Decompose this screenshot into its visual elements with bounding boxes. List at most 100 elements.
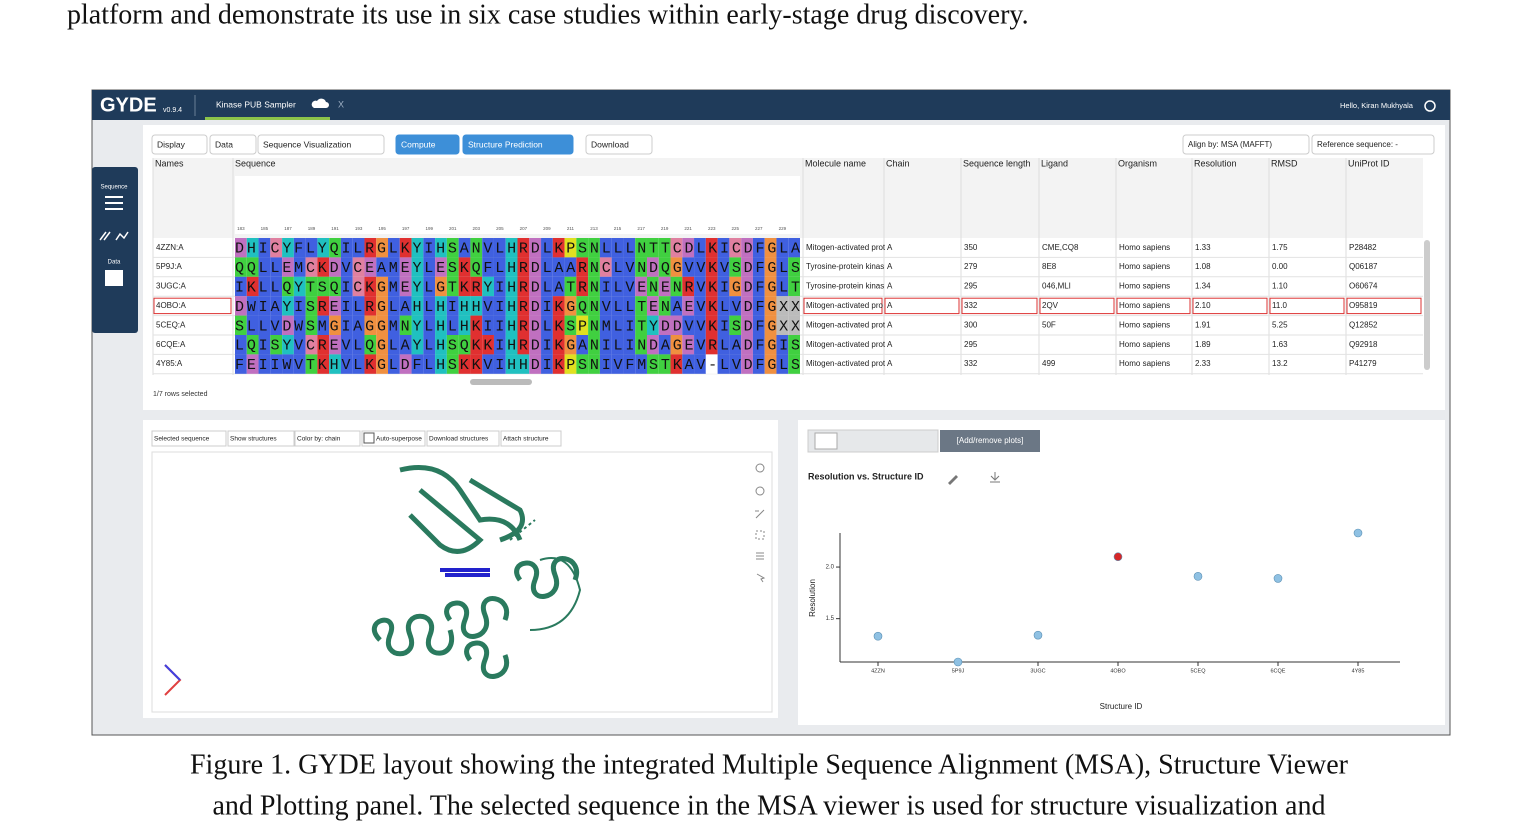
- add-plots-button[interactable]: [940, 430, 1040, 452]
- tool-zoom[interactable]: [755, 509, 765, 519]
- toolbar-button[interactable]: [257, 134, 385, 155]
- toolbar-label[interactable]: Compute: [401, 139, 436, 149]
- residue-bg: [588, 354, 600, 374]
- toolbar-label[interactable]: Download: [591, 139, 629, 149]
- residue-bg: [576, 257, 589, 277]
- select-label[interactable]: Align by: MSA (MAFFT): [1188, 140, 1272, 149]
- residue-bg: [435, 276, 447, 297]
- residue-bg: [646, 354, 659, 374]
- cell: 4OBO:A: [156, 301, 186, 310]
- cell: 1.75: [1272, 243, 1288, 252]
- residue-bg: [635, 335, 647, 355]
- select[interactable]: [1182, 134, 1310, 155]
- residue-bg: [599, 257, 612, 277]
- select-label[interactable]: Reference sequence: -: [1317, 140, 1398, 149]
- add-plots-label[interactable]: [Add/remove plots]: [957, 436, 1024, 445]
- selected-cell: [884, 297, 960, 315]
- edit-icon[interactable]: [948, 475, 958, 485]
- residue-bg: [411, 335, 424, 355]
- toolbar-label[interactable]: Structure Prediction: [468, 139, 543, 149]
- tool-center[interactable]: [755, 486, 765, 496]
- structure-label[interactable]: Selected sequence: [154, 436, 210, 443]
- toolbar-label[interactable]: Sequence Visualization: [263, 139, 351, 149]
- residue-bg: [329, 238, 341, 258]
- toolbar-button[interactable]: [395, 134, 460, 155]
- residue-bg: [423, 276, 436, 297]
- structure-label[interactable]: Download structures: [429, 436, 489, 443]
- residue-bg: [235, 315, 247, 335]
- tool-pick[interactable]: [756, 573, 766, 583]
- cell: 350: [964, 243, 978, 252]
- residue-bg: [258, 296, 271, 316]
- residue-bg: [246, 315, 259, 335]
- structure-label[interactable]: Auto-superpose: [376, 436, 422, 443]
- checkbox[interactable]: [363, 432, 375, 444]
- residue-bg: [317, 335, 330, 355]
- residue-bg: [270, 238, 283, 258]
- viewer-tools[interactable]: [755, 463, 766, 583]
- power-icon[interactable]: [1424, 100, 1436, 112]
- tool-select[interactable]: [814, 432, 838, 450]
- structure-button[interactable]: [361, 430, 426, 447]
- residue-bg: [635, 238, 647, 258]
- logo-position: 195: [378, 226, 386, 231]
- tool-fit[interactable]: [755, 530, 765, 540]
- residue-bg: [576, 238, 589, 258]
- cell: 2.33: [1195, 359, 1211, 368]
- structure-button[interactable]: [227, 430, 295, 447]
- tool-reset[interactable]: [755, 463, 765, 473]
- point: [1273, 574, 1283, 583]
- residue-bg: [694, 238, 706, 258]
- x-tick-label: 6CQE: [1271, 668, 1286, 674]
- plot-tools[interactable]: [807, 429, 939, 453]
- sidebar-data[interactable]: Data: [108, 260, 121, 266]
- toolbar-button[interactable]: [585, 134, 653, 155]
- tab-close[interactable]: X: [338, 99, 344, 109]
- residue-bg: [258, 238, 271, 258]
- selected-cell: [1039, 297, 1115, 315]
- residue-bg: [470, 257, 483, 277]
- residue-bg: [670, 257, 683, 277]
- residue-bg: [564, 354, 577, 374]
- structure-button[interactable]: [426, 430, 500, 447]
- structure-button[interactable]: [151, 430, 227, 447]
- x-tick-label: 5P9J: [952, 668, 965, 674]
- structure-button[interactable]: [500, 430, 562, 447]
- residue-bg: [282, 296, 294, 316]
- structure-label[interactable]: Attach structure: [503, 436, 549, 443]
- point: [953, 657, 963, 667]
- residue-bg: [329, 257, 341, 277]
- column-header: Ligand: [1041, 158, 1068, 168]
- selected-cell: [1346, 297, 1422, 315]
- toolbar-label[interactable]: Display: [157, 139, 186, 149]
- point: [873, 631, 883, 641]
- tab-title[interactable]: Kinase PUB Sampler: [216, 99, 296, 109]
- residue-bg: [599, 296, 612, 316]
- toolbar-button[interactable]: [151, 134, 208, 155]
- residue-bg: [340, 315, 353, 335]
- toolbar-button[interactable]: [462, 134, 574, 155]
- structure-label[interactable]: Color by: chain: [297, 436, 341, 443]
- cell: Mitogen-activated prot: [806, 320, 886, 329]
- residue-bg: [694, 257, 706, 277]
- residue-bg: [623, 276, 636, 297]
- download-icon[interactable]: [990, 472, 1000, 483]
- residue-bg: [246, 296, 259, 316]
- sidebar-sequence[interactable]: Sequence: [100, 185, 128, 191]
- tool-settings[interactable]: [756, 552, 764, 560]
- residue-bg: [717, 335, 730, 355]
- residue-bg: [270, 257, 283, 277]
- structure-button[interactable]: [294, 430, 361, 447]
- residue-bg: [364, 354, 377, 374]
- toolbar-label[interactable]: Data: [215, 139, 233, 149]
- toolbar-button[interactable]: [209, 134, 257, 155]
- residue-bg: [293, 354, 306, 374]
- select[interactable]: [1311, 134, 1435, 155]
- structure-label[interactable]: Show structures: [230, 436, 277, 443]
- residue-bg: [752, 238, 765, 258]
- residue-bg: [305, 257, 318, 277]
- residue-bg: [576, 276, 589, 297]
- residue-bg: [729, 335, 742, 355]
- cell: Q92918: [1349, 340, 1378, 349]
- residue-bg: [623, 315, 636, 335]
